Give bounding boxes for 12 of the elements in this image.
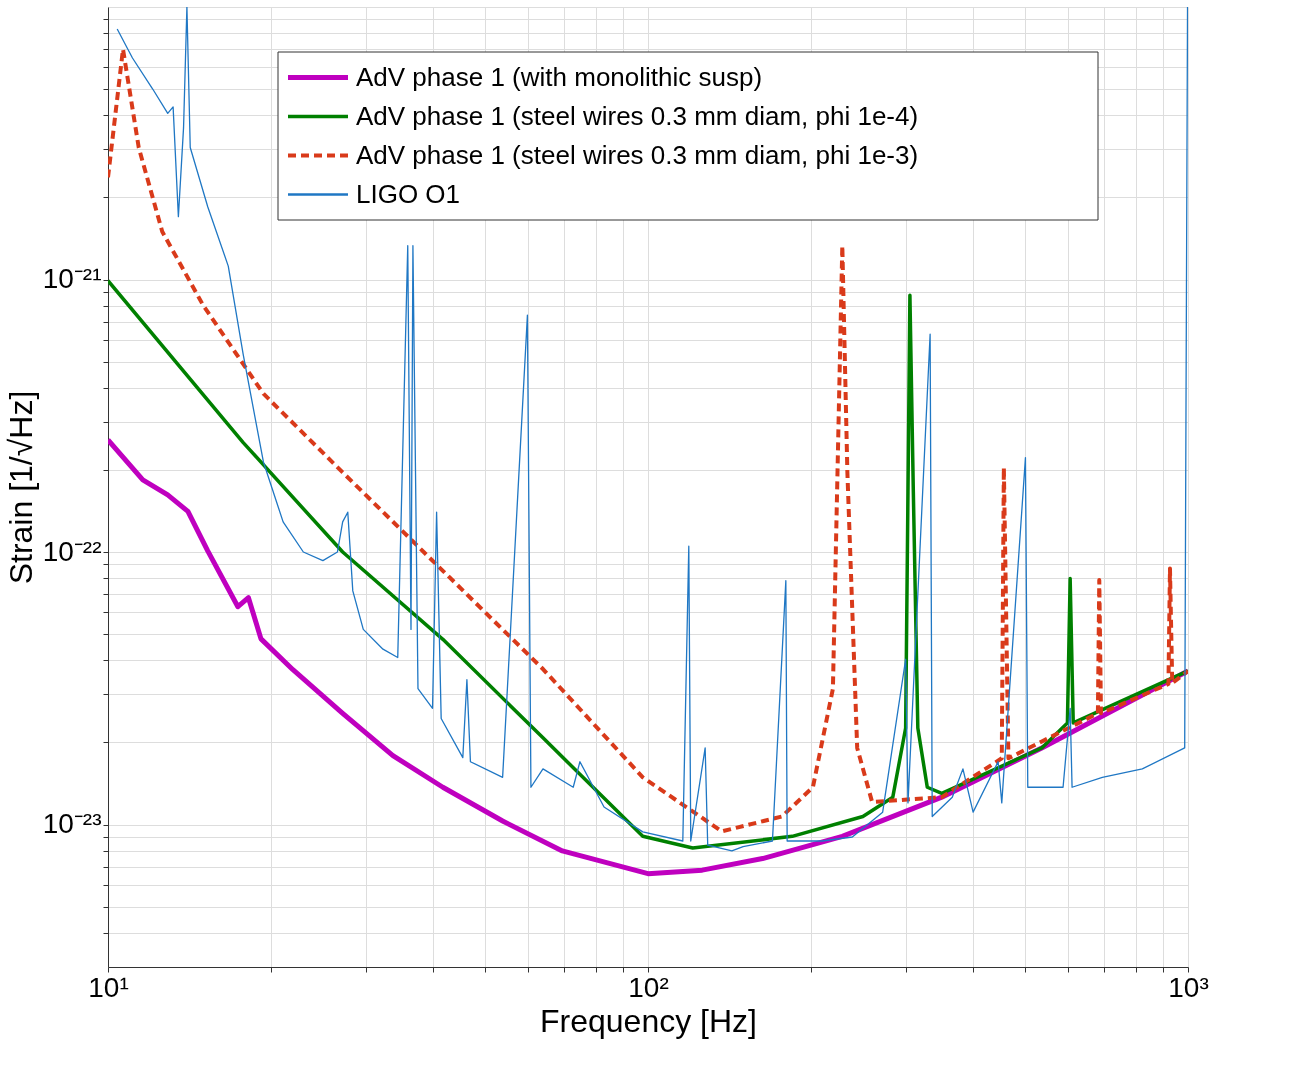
legend-label: LIGO O1 [356,178,461,209]
y-axis-title: Strain [1/√Hz] [2,390,39,585]
legend-label: AdV phase 1 (steel wires 0.3 mm diam, phi 1e-3) [356,139,919,170]
x-tick-label: 10¹ [88,971,129,1003]
legend-label: AdV phase 1 (with monolithic susp) [356,61,763,92]
y-tick-label: 10⁻²¹ [42,263,102,294]
y-tick-label: 10⁻²² [42,535,102,567]
legend-label: AdV phase 1 (steel wires 0.3 mm diam, phi 1e-4) [356,100,919,131]
x-tick-label: 10³ [1168,971,1209,1003]
x-axis-title: Frequency [Hz] [540,1002,757,1039]
x-tick-label: 10² [628,971,669,1003]
y-tick-label: 10⁻²³ [42,808,102,840]
